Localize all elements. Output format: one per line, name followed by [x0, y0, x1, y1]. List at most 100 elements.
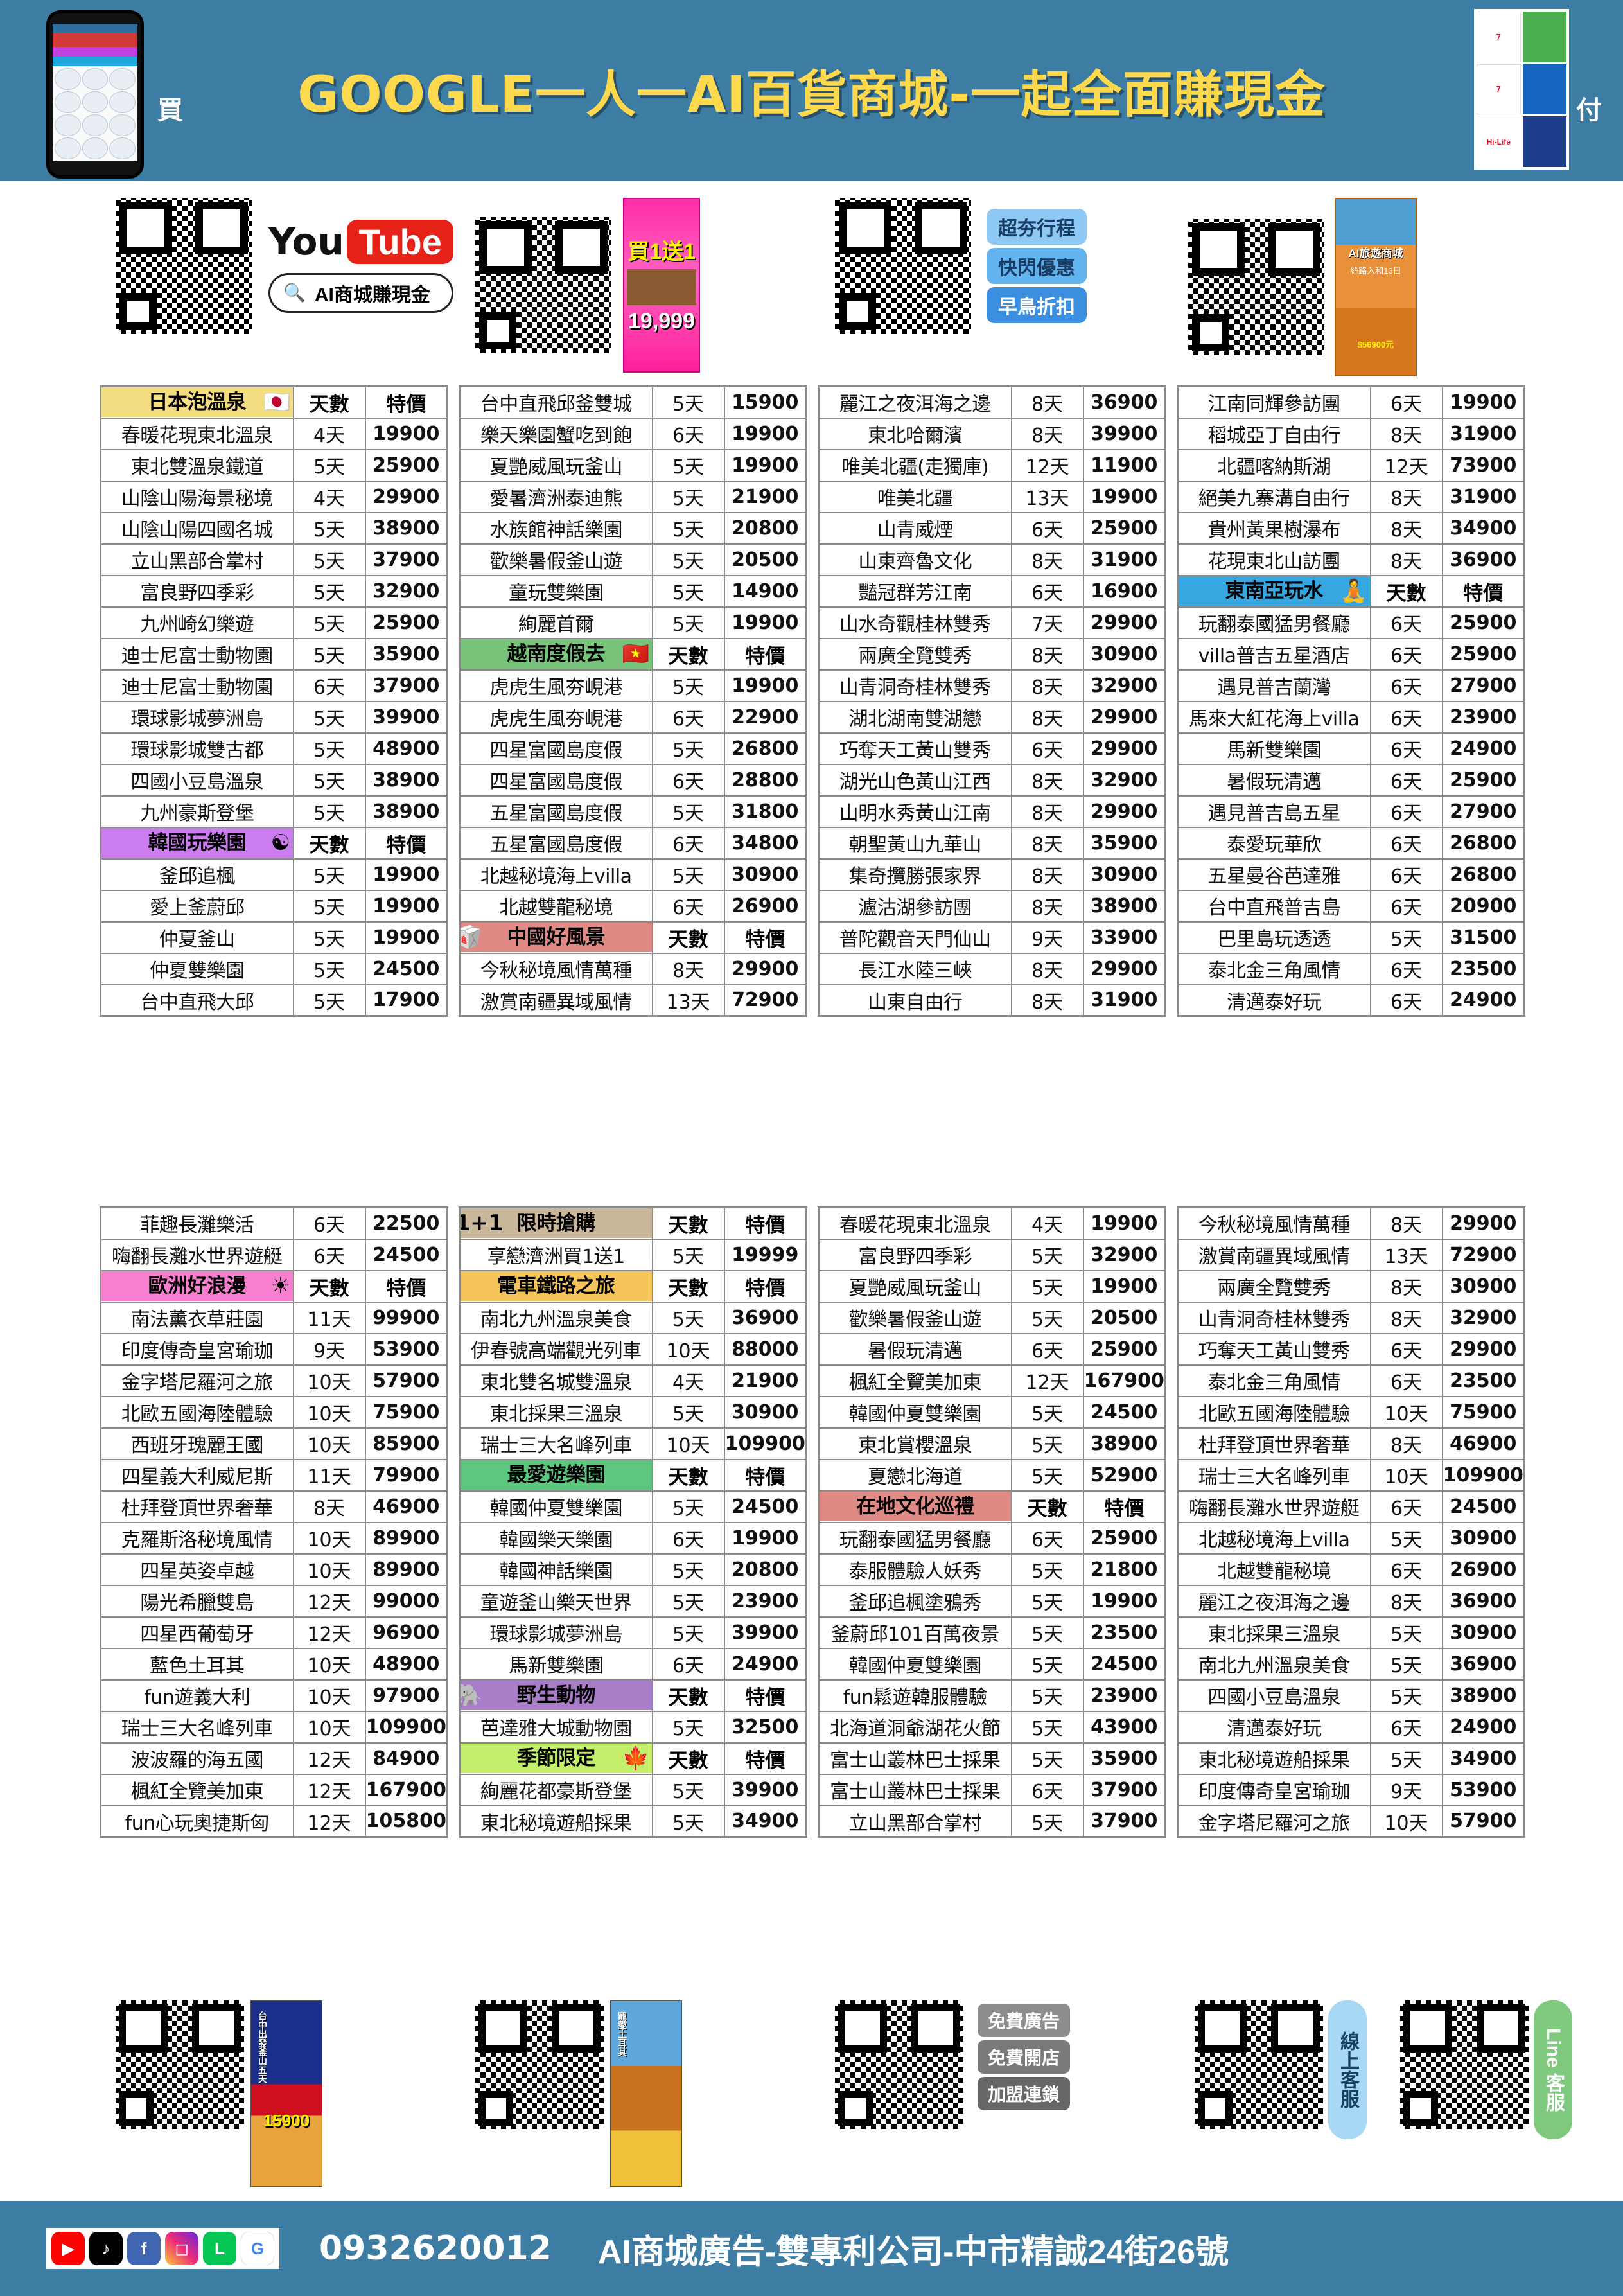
- qr-pills-block[interactable]: 超夯行程 快閃優惠 早鳥折扣: [835, 198, 1087, 334]
- google-icon[interactable]: G: [241, 2232, 274, 2265]
- tour-name[interactable]: 巧奪天工黃山雙秀: [1177, 1332, 1371, 1366]
- tour-name[interactable]: 巴里島玩透透: [1177, 921, 1371, 954]
- qr-promo-block[interactable]: 買1送1 19,999: [475, 198, 700, 373]
- tour-name[interactable]: 山陰山陽海景秘境: [100, 480, 294, 513]
- tour-name[interactable]: 東北賞櫻溫泉: [818, 1427, 1012, 1460]
- tour-name[interactable]: 今秋秘境風情萬種: [1177, 1206, 1371, 1240]
- tour-name[interactable]: 歡樂暑假釜山遊: [459, 543, 653, 576]
- tour-name[interactable]: 東北秘境遊船採果: [459, 1805, 653, 1838]
- tour-name[interactable]: 釜蔚邱101百萬夜景: [818, 1616, 1012, 1649]
- tour-name[interactable]: 南法薰衣草莊園: [100, 1301, 294, 1334]
- tour-name[interactable]: 玩翻泰國猛男餐廳: [1177, 606, 1371, 639]
- tour-name[interactable]: 唯美北疆: [818, 480, 1012, 513]
- tour-name[interactable]: 四星富國島度假: [459, 763, 653, 797]
- tour-name[interactable]: 九州崎幻樂遊: [100, 606, 294, 639]
- tour-name[interactable]: 伊春號高端觀光列車: [459, 1332, 653, 1366]
- tour-name[interactable]: 楓紅全覽美加東: [818, 1364, 1012, 1397]
- tour-name[interactable]: fun心玩奧捷斯匈: [100, 1805, 294, 1838]
- tour-name[interactable]: 立山黑部合掌村: [818, 1805, 1012, 1838]
- pill-flash-deal[interactable]: 快閃優惠: [987, 248, 1087, 284]
- qr-code-online-service[interactable]: [1195, 2000, 1323, 2129]
- tour-name[interactable]: 遇見普吉蘭灣: [1177, 669, 1371, 702]
- tour-name[interactable]: 水族館神話樂園: [459, 511, 653, 545]
- pill-free-ads[interactable]: 免費廣告: [978, 2004, 1071, 2037]
- tour-name[interactable]: 北疆喀納斯湖: [1177, 448, 1371, 482]
- tour-name[interactable]: 泰北金三角風情: [1177, 1364, 1371, 1397]
- tour-name[interactable]: 迪士尼富士動物園: [100, 637, 294, 671]
- tour-name[interactable]: 迪士尼富士動物園: [100, 669, 294, 702]
- tour-name[interactable]: 菲趣長灘樂活: [100, 1206, 294, 1240]
- tour-name[interactable]: 西班牙瑰麗王國: [100, 1427, 294, 1460]
- qr-travel-block[interactable]: AI旅遊商城 絲路入和13日 $56900元: [1188, 198, 1417, 376]
- qr-code-youtube[interactable]: [116, 198, 252, 334]
- tour-name[interactable]: 兩廣全覽雙秀: [818, 637, 1012, 671]
- tour-name[interactable]: 四星富國島度假: [459, 732, 653, 765]
- tour-name[interactable]: 稻城亞丁自由行: [1177, 417, 1371, 450]
- tour-name[interactable]: 環球影城夢洲島: [100, 700, 294, 734]
- tour-name[interactable]: 富士山叢林巴士採果: [818, 1773, 1012, 1806]
- tour-name[interactable]: 富良野四季彩: [818, 1238, 1012, 1271]
- tour-name[interactable]: fun鬆遊韓服體驗: [818, 1679, 1012, 1712]
- tour-name[interactable]: 花現東北山訪團: [1177, 543, 1371, 576]
- tour-name[interactable]: 泰北金三角風情: [1177, 952, 1371, 985]
- tour-name[interactable]: 湖光山色黃山江西: [818, 763, 1012, 797]
- tour-name[interactable]: 環球影城雙古都: [100, 732, 294, 765]
- tour-name[interactable]: 清邁泰好玩: [1177, 1710, 1371, 1744]
- tour-name[interactable]: 愛上釜蔚邱: [100, 889, 294, 923]
- tour-name[interactable]: 印度傳奇皇宮瑜珈: [100, 1332, 294, 1366]
- tiktok-icon[interactable]: ♪: [89, 2232, 123, 2265]
- youtube-icon[interactable]: ▶: [51, 2232, 85, 2265]
- tour-name[interactable]: 貴州黃果樹瀑布: [1177, 511, 1371, 545]
- tour-name[interactable]: 春暖花現東北溫泉: [818, 1206, 1012, 1240]
- tour-name[interactable]: 仲夏釜山: [100, 921, 294, 954]
- qr-youtube-block[interactable]: You Tube 🔍 AI商城賺現金: [116, 198, 453, 334]
- tour-name[interactable]: 四國小豆島溫泉: [1177, 1679, 1371, 1712]
- tour-name[interactable]: 北越雙龍秘境: [1177, 1553, 1371, 1586]
- tour-name[interactable]: 克羅斯洛秘境風情: [100, 1521, 294, 1555]
- tour-name[interactable]: 台中直飛大邱: [100, 984, 294, 1017]
- tour-name[interactable]: 四星英姿卓越: [100, 1553, 294, 1586]
- facebook-icon[interactable]: f: [127, 2232, 161, 2265]
- tour-name[interactable]: 東北秘境遊船採果: [1177, 1742, 1371, 1775]
- tour-name[interactable]: 激賞南疆異域風情: [1177, 1238, 1371, 1271]
- tour-name[interactable]: 童遊釜山樂天世界: [459, 1584, 653, 1618]
- tour-name[interactable]: 嗨翻長灘水世界遊艇: [100, 1238, 294, 1271]
- tour-name[interactable]: 唯美北疆(走獨庫): [818, 448, 1012, 482]
- tour-name[interactable]: 春暖花現東北溫泉: [100, 417, 294, 450]
- tour-name[interactable]: 芭達雅大城動物園: [459, 1710, 653, 1744]
- line-service-label[interactable]: Line 客服: [1534, 2000, 1572, 2139]
- tour-name[interactable]: 韓國仲夏雙樂園: [459, 1490, 653, 1523]
- tour-name[interactable]: 愛暑濟洲泰迪熊: [459, 480, 653, 513]
- tour-name[interactable]: 山陰山陽四國名城: [100, 511, 294, 545]
- tour-name[interactable]: 四星西葡萄牙: [100, 1616, 294, 1649]
- line-icon[interactable]: L: [203, 2232, 236, 2265]
- tour-name[interactable]: 南北九州溫泉美食: [459, 1301, 653, 1334]
- tour-name[interactable]: villa普吉五星酒店: [1177, 637, 1371, 671]
- bottom-qr-online-service[interactable]: 線上客服: [1195, 2000, 1367, 2139]
- tour-name[interactable]: 馬新雙樂園: [459, 1647, 653, 1681]
- tour-name[interactable]: 台中直飛普吉島: [1177, 889, 1371, 923]
- tour-name[interactable]: 絢麗花都豪斯登堡: [459, 1773, 653, 1806]
- tour-name[interactable]: 長江水陸三峽: [818, 952, 1012, 985]
- tour-name[interactable]: 江南同輝參訪團: [1177, 385, 1371, 419]
- tour-name[interactable]: 享戀濟洲買1送1: [459, 1238, 653, 1271]
- tour-name[interactable]: 瑞士三大名峰列車: [1177, 1458, 1371, 1492]
- tour-name[interactable]: 環球影城夢洲島: [459, 1616, 653, 1649]
- tour-name[interactable]: 杜拜登頂世界奢華: [1177, 1427, 1371, 1460]
- footer-phone[interactable]: 0932620012: [319, 2229, 552, 2268]
- tour-name[interactable]: 富良野四季彩: [100, 574, 294, 608]
- tour-name[interactable]: 歡樂暑假釜山遊: [818, 1301, 1012, 1334]
- tour-name[interactable]: 童玩雙樂園: [459, 574, 653, 608]
- bottom-qr-ad2[interactable]: 寵愛土耳其: [475, 2000, 682, 2187]
- tour-name[interactable]: 虎虎生風夯峴港: [459, 669, 653, 702]
- tour-name[interactable]: 遇見普吉島五星: [1177, 795, 1371, 828]
- tour-name[interactable]: 今秋秘境風情萬種: [459, 952, 653, 985]
- tour-name[interactable]: 東北哈爾濱: [818, 417, 1012, 450]
- tour-name[interactable]: 北海道洞爺湖花火節: [818, 1710, 1012, 1744]
- tour-name[interactable]: 激賞南疆異域風情: [459, 984, 653, 1017]
- tour-name[interactable]: 瑞士三大名峰列車: [459, 1427, 653, 1460]
- tour-name[interactable]: 波波羅的海五國: [100, 1742, 294, 1775]
- tour-name[interactable]: 巧奪天工黃山雙秀: [818, 732, 1012, 765]
- tour-name[interactable]: 山水奇觀桂林雙秀: [818, 606, 1012, 639]
- tour-name[interactable]: 朝聖黃山九華山: [818, 826, 1012, 860]
